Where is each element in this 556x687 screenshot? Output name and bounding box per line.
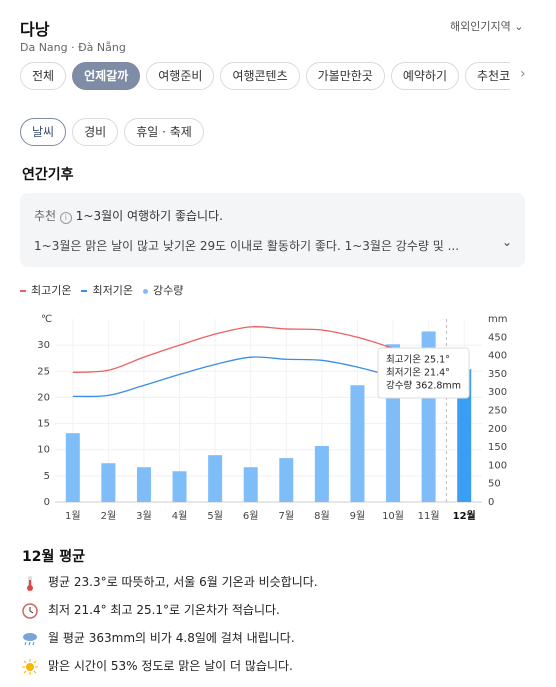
tab[interactable]: 여행콘텐츠 — [220, 62, 300, 90]
y2-tick-label: 200 — [488, 424, 507, 435]
expand: ⌄ — [502, 235, 513, 249]
subtabs: 날씨 경비 휴일 · 축제 — [20, 118, 210, 146]
y2-tick-label: 50 — [488, 479, 501, 490]
legend-swatch — [20, 290, 26, 292]
x-tick-label: 11월 — [418, 510, 440, 522]
y2-tick-label: 100 — [488, 460, 507, 471]
region-link[interactable]: 해외인기지역 ⌄ — [450, 20, 524, 33]
region: 해외인기지역 — [450, 20, 511, 33]
summary-text: 월 평균 363mm의 비가 4.8일에 걸쳐 내립니다. — [48, 631, 295, 645]
legend: 최고기온 최저기온 강수량 — [20, 282, 193, 298]
x-tick-label: 7월 — [279, 510, 295, 522]
tab[interactable]: 예약하기 — [390, 62, 460, 90]
bar — [136, 467, 151, 502]
tab[interactable]: 추천코스 — [465, 62, 510, 90]
legend-label: 최저기온 — [92, 284, 133, 297]
tab-next[interactable]: › — [520, 66, 526, 82]
tabs: 전체언제갈까여행준비여행콘텐츠가볼만한곳예약하기추천코스 — [20, 62, 510, 90]
tab[interactable]: 여행준비 — [146, 62, 215, 90]
legend-swatch — [81, 290, 88, 292]
x-tick-label: 12월 — [453, 510, 476, 522]
icon — [22, 658, 38, 675]
recommend-label: 추천 — [34, 209, 57, 223]
summary-item: 월 평균 363mm의 비가 4.8일에 걸쳐 내립니다. — [22, 629, 295, 647]
subtitle: Da Nang · Đà Nẵng — [20, 41, 126, 54]
summary-item: 맑은 시간이 53% 정도로 맑은 날이 더 많습니다. — [22, 657, 293, 675]
bar — [279, 458, 294, 502]
legend-label: 최고기온 — [31, 284, 72, 297]
tooltip-box — [377, 347, 470, 399]
x-tick-label: 10월 — [382, 510, 404, 522]
y2-tick-label: 150 — [488, 442, 507, 453]
y2-tick-label: 250 — [488, 406, 507, 417]
info-icon: i — [59, 212, 72, 224]
subtab[interactable]: 휴일 · 축제 — [124, 118, 204, 146]
y-tick-label: 30 — [37, 340, 50, 351]
bar — [350, 385, 365, 502]
tooltip-text: 최저기온 21.4° — [386, 368, 450, 379]
y-tick-label: 20 — [37, 392, 50, 403]
bar — [208, 455, 223, 502]
x-tick-label: 3월 — [136, 510, 152, 522]
y2-tick-label: 300 — [488, 387, 507, 398]
bar — [172, 471, 187, 502]
y2-tick-label: 350 — [488, 369, 507, 380]
icon — [23, 632, 37, 645]
legend-swatch — [142, 288, 148, 294]
bar — [65, 433, 80, 502]
subtab[interactable]: 경비 — [72, 118, 119, 146]
summary-text: 최저 21.4° 최고 25.1°로 기온차가 적습니다. — [48, 603, 280, 617]
bar — [101, 463, 116, 502]
tab[interactable]: 언제갈까 — [72, 62, 141, 90]
icon — [22, 602, 38, 619]
y-tick-label: 5 — [44, 471, 50, 482]
recommend-headline: 1~3월이 여행하기 좋습니다. — [75, 209, 223, 223]
x-tick-label: 9월 — [350, 510, 366, 522]
summary-item: 평균 23.3°로 따뜻하고, 서울 6월 기온과 비슷합니다. — [22, 573, 318, 591]
bar — [457, 369, 472, 502]
x-tick-label: 8월 — [314, 510, 330, 522]
legend-item: 최저기온 — [81, 284, 133, 297]
recommend-box[interactable]: 추천 i 1~3월이 여행하기 좋습니다. 1~3월은 맑은 날이 많고 낮기온… — [20, 193, 525, 267]
y-tick-label: 0 — [44, 497, 50, 508]
y2-tick-label: 450 — [488, 332, 507, 343]
recommend-detail: 1~3월은 맑은 날이 많고 낮기온 29도 이내로 활동하기 좋다. 1~3월… — [34, 239, 460, 253]
y-tick-label: 10 — [37, 445, 50, 456]
y2-tick-label: 0 — [488, 497, 494, 508]
chart: ℃ mm0510152025300501001502002503003504004… — [37, 314, 507, 522]
y-unit: ℃ — [41, 314, 52, 325]
x-tick-label: 2월 — [101, 510, 117, 522]
legend-item: 강수량 — [142, 284, 184, 297]
bar — [243, 467, 258, 502]
y-tick-label: 25 — [37, 366, 50, 377]
x-tick-label: 4월 — [172, 510, 188, 522]
title: 다낭 — [20, 20, 50, 39]
tab[interactable]: 전체 — [20, 62, 67, 90]
bar — [314, 446, 329, 502]
legend-item: 최고기온 — [20, 284, 71, 297]
x-tick-label: 1월 — [65, 510, 81, 522]
tab[interactable]: 가볼만한곳 — [305, 62, 385, 90]
x-tick-label: 5월 — [207, 510, 223, 522]
y-tick-label: 15 — [37, 419, 50, 430]
y2-unit: mm — [488, 314, 507, 325]
icon — [27, 575, 33, 591]
section-title: 연간기후 — [22, 167, 74, 183]
summary-title: 12월 평균 — [22, 549, 85, 565]
summary-text: 평균 23.3°로 따뜻하고, 서울 6월 기온과 비슷합니다. — [48, 575, 318, 589]
summary-text: 맑은 시간이 53% 정도로 맑은 날이 더 많습니다. — [48, 659, 293, 673]
summary-item: 최저 21.4° 최고 25.1°로 기온차가 적습니다. — [22, 601, 280, 619]
tooltip-text: 강수량 362.8mm — [386, 380, 461, 392]
subtab[interactable]: 날씨 — [20, 118, 67, 146]
legend-label: 강수량 — [152, 284, 184, 297]
y2-tick-label: 400 — [488, 351, 507, 362]
tooltip-text: 최고기온 25.1° — [386, 355, 450, 366]
x-tick-label: 6월 — [243, 510, 259, 522]
